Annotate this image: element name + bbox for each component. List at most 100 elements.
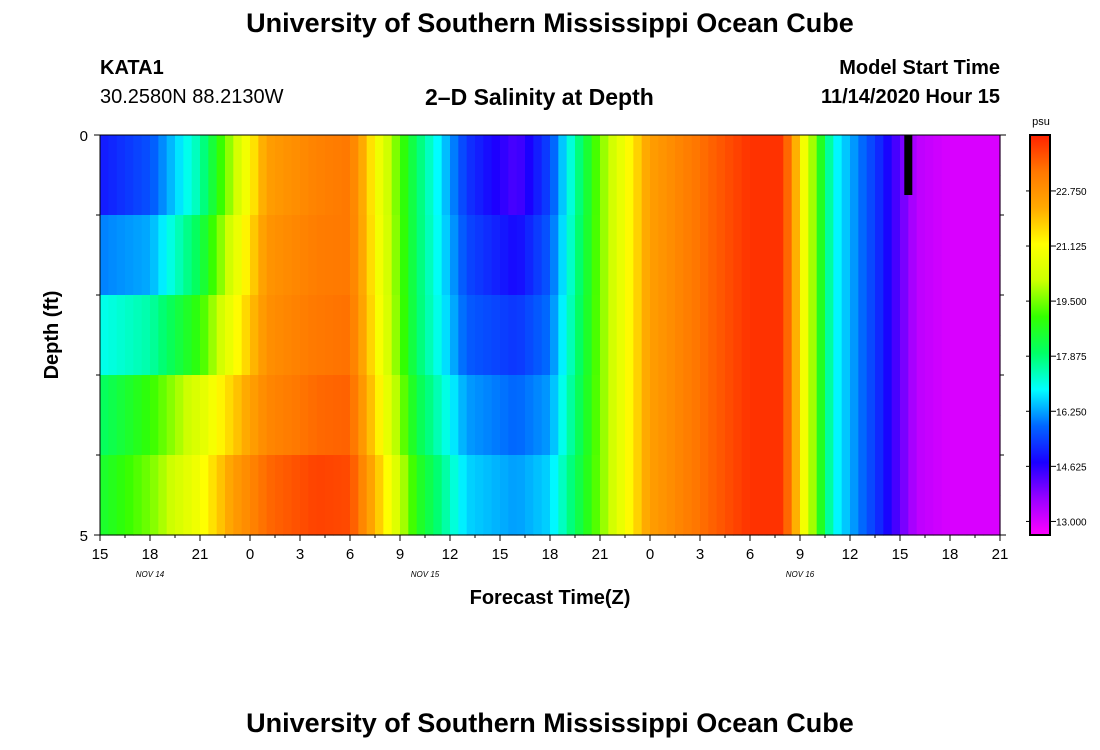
model-start-label: Model Start Time xyxy=(839,57,1000,79)
heatmap-cell xyxy=(750,495,759,536)
heatmap-cell xyxy=(683,295,693,336)
heatmap-cell xyxy=(283,175,293,216)
heatmap-cell xyxy=(850,495,859,536)
heatmap-cell xyxy=(408,455,418,496)
heatmap-cell xyxy=(258,415,268,456)
heatmap-cell xyxy=(425,175,434,216)
heatmap-cell xyxy=(566,295,576,336)
heatmap-cell xyxy=(550,415,559,456)
heatmap-cell xyxy=(658,295,668,336)
heatmap-cell xyxy=(425,255,434,296)
colorbar-unit-label: psu xyxy=(1032,116,1050,128)
heatmap-cell xyxy=(233,135,243,176)
heatmap-cell xyxy=(591,455,601,496)
heatmap-cell xyxy=(941,335,951,376)
heatmap-cell xyxy=(575,495,584,536)
heatmap-cell xyxy=(816,255,826,296)
heatmap-cell xyxy=(716,175,726,216)
x-tick-label: 9 xyxy=(396,546,404,563)
heatmap-cell xyxy=(333,175,343,216)
heatmap-cell xyxy=(350,215,359,256)
heatmap-cell xyxy=(608,415,618,456)
heatmap-cell xyxy=(150,255,159,296)
heatmap-cell xyxy=(958,375,968,416)
heatmap-cell xyxy=(608,215,618,256)
heatmap-cell xyxy=(683,335,693,376)
heatmap-cell xyxy=(858,135,868,176)
heatmap-cell xyxy=(533,375,543,416)
heatmap-cell xyxy=(208,175,218,216)
heatmap-cell xyxy=(475,335,484,376)
heatmap-cell xyxy=(783,495,793,536)
heatmap-cell xyxy=(233,255,243,296)
heatmap-cell xyxy=(200,415,209,456)
heatmap-cell xyxy=(325,255,334,296)
heatmap-cell xyxy=(333,415,343,456)
heatmap-cell xyxy=(658,255,668,296)
heatmap-cell xyxy=(625,455,634,496)
heatmap-cell xyxy=(625,415,634,456)
heatmap-cell xyxy=(308,495,318,536)
heatmap-cell xyxy=(300,255,309,296)
heatmap-cell xyxy=(616,455,626,496)
heatmap-cell xyxy=(258,295,268,336)
heatmap-cell xyxy=(658,335,668,376)
heatmap-cell xyxy=(200,335,209,376)
heatmap-cell xyxy=(433,495,443,536)
heatmap-cell xyxy=(516,175,526,216)
heatmap-cell xyxy=(808,495,818,536)
heatmap-cell xyxy=(191,455,201,496)
heatmap-cell xyxy=(825,375,834,416)
heatmap-cell xyxy=(316,455,326,496)
heatmap-cell xyxy=(450,415,459,456)
heatmap-cell xyxy=(516,335,526,376)
heatmap-cell xyxy=(683,415,693,456)
heatmap-cell xyxy=(925,375,934,416)
heatmap-cell xyxy=(233,415,243,456)
heatmap-cell xyxy=(450,215,459,256)
heatmap-cell xyxy=(350,255,359,296)
heatmap-cell xyxy=(858,415,868,456)
heatmap-cell xyxy=(725,175,734,216)
heatmap-cell xyxy=(416,255,426,296)
heatmap-cell xyxy=(250,335,259,376)
colorbar-tick-label: 21.125 xyxy=(1056,242,1087,253)
heatmap-cell xyxy=(233,295,243,336)
heatmap-cell xyxy=(750,415,759,456)
heatmap-cell xyxy=(650,335,659,376)
heatmap-cell xyxy=(325,375,334,416)
heatmap-cell xyxy=(183,175,193,216)
heatmap-cell xyxy=(408,335,418,376)
heatmap-cell xyxy=(491,455,501,496)
heatmap-cell xyxy=(133,455,143,496)
heatmap-cell xyxy=(950,135,959,176)
heatmap-cell xyxy=(100,375,109,416)
heatmap-cell xyxy=(425,135,434,176)
heatmap-cell xyxy=(666,215,676,256)
heatmap-cell xyxy=(316,375,326,416)
heatmap-cell xyxy=(366,495,376,536)
heatmap-cell xyxy=(116,335,126,376)
heatmap-cell xyxy=(325,175,334,216)
heatmap-cell xyxy=(791,495,801,536)
heatmap-cell xyxy=(225,295,234,336)
heatmap-cell xyxy=(116,415,126,456)
heatmap-cell xyxy=(958,255,968,296)
heatmap-cell xyxy=(783,415,793,456)
heatmap-cell xyxy=(950,175,959,216)
heatmap-cell xyxy=(458,175,468,216)
heatmap-cell xyxy=(700,215,709,256)
heatmap-cell xyxy=(258,135,268,176)
heatmap-cell xyxy=(400,215,409,256)
heatmap-cell xyxy=(158,255,168,296)
heatmap-cell xyxy=(333,335,343,376)
heatmap-cell xyxy=(433,255,443,296)
heatmap-cell xyxy=(558,295,568,336)
heatmap-cell xyxy=(475,415,484,456)
heatmap-cell xyxy=(933,295,943,336)
heatmap-cell xyxy=(883,175,893,216)
heatmap-cell xyxy=(508,495,518,536)
heatmap-cell xyxy=(300,135,309,176)
heatmap-cell xyxy=(500,415,509,456)
heatmap-cell xyxy=(358,255,368,296)
